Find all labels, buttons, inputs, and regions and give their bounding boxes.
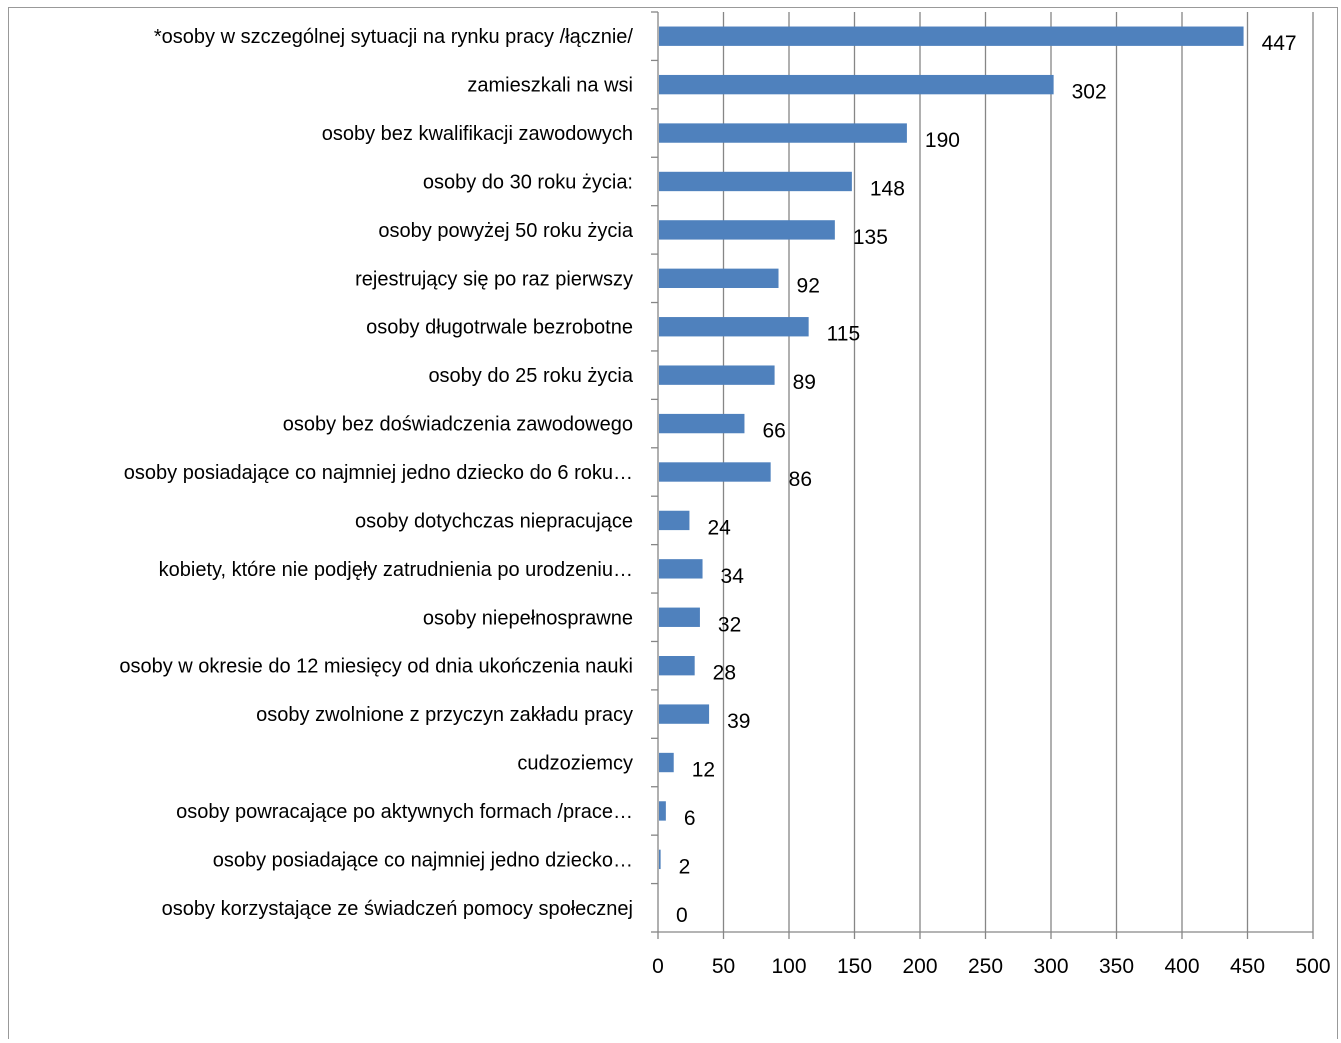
data-label: 32 — [718, 613, 741, 636]
data-label: 2 — [679, 855, 691, 878]
x-tick-label: 450 — [1230, 955, 1265, 978]
x-tick-label: 300 — [1033, 955, 1068, 978]
data-label: 66 — [762, 420, 785, 443]
bar — [659, 704, 710, 724]
bar — [659, 656, 695, 676]
bar — [659, 220, 835, 240]
data-label: 39 — [727, 710, 750, 733]
data-label: 24 — [707, 516, 731, 539]
category-label: zamieszkali na wsi — [467, 75, 633, 97]
data-label: 34 — [721, 565, 745, 588]
x-tick-label: 250 — [968, 955, 1003, 978]
x-tick-label: 200 — [902, 955, 937, 978]
category-label: osoby bez doświadczenia zawodowego — [283, 414, 633, 436]
bar — [659, 801, 666, 821]
chart-frame — [8, 7, 1338, 1039]
category-label: osoby niepełnosprawne — [423, 607, 633, 629]
category-label: kobiety, które nie podjęły zatrudnienia … — [159, 559, 633, 581]
x-tick-label: 400 — [1164, 955, 1199, 978]
bar — [659, 171, 852, 192]
category-label: *osoby w szczególnej sytuacji na rynku p… — [154, 26, 634, 48]
category-label: osoby do 25 roku życia — [428, 365, 633, 387]
data-label: 447 — [1262, 32, 1297, 55]
category-label: osoby posiadające co najmniej jedno dzie… — [124, 462, 633, 484]
data-label: 0 — [676, 904, 688, 927]
data-label: 89 — [793, 371, 816, 394]
data-label: 28 — [713, 662, 736, 685]
data-label: 148 — [870, 177, 905, 200]
bar — [659, 268, 779, 288]
category-label: rejestrujący się po raz pierwszy — [355, 268, 633, 290]
data-label: 6 — [684, 807, 696, 830]
bar — [659, 607, 700, 627]
bar — [659, 510, 690, 531]
x-tick-label: 150 — [837, 955, 872, 978]
category-label: osoby bez kwalifikacji zawodowych — [322, 123, 633, 145]
x-tick-label: 0 — [652, 955, 664, 978]
category-label: osoby długotrwale bezrobotne — [366, 317, 633, 339]
bar — [659, 26, 1244, 46]
category-label: osoby zwolnione z przyczyn zakładu pracy — [256, 704, 633, 726]
category-label: osoby korzystające ze świadczeń pomocy s… — [162, 898, 633, 920]
category-label: osoby w okresie do 12 miesięcy od dnia u… — [119, 656, 633, 678]
bar — [659, 462, 771, 482]
data-label: 302 — [1072, 81, 1107, 104]
category-label: cudzoziemcy — [517, 753, 633, 775]
category-label: osoby do 30 roku życia: — [423, 171, 633, 193]
bar — [659, 74, 1054, 95]
data-label: 115 — [827, 323, 860, 346]
x-tick-label: 50 — [712, 955, 735, 978]
bar — [659, 849, 661, 870]
data-label: 12 — [692, 759, 715, 782]
bar — [659, 752, 674, 773]
category-label: osoby posiadające co najmniej jedno dzie… — [213, 849, 633, 871]
x-tick-label: 500 — [1295, 955, 1330, 978]
x-tick-label: 100 — [771, 955, 806, 978]
data-label: 135 — [853, 226, 888, 249]
x-tick-label: 350 — [1099, 955, 1134, 978]
bar — [659, 123, 907, 143]
bar — [659, 413, 745, 434]
data-label: 92 — [797, 274, 820, 297]
data-label: 86 — [789, 468, 812, 491]
bar — [659, 559, 703, 579]
category-label: osoby powracające po aktywnych formach /… — [176, 801, 633, 823]
bar — [659, 365, 775, 385]
data-label: 190 — [925, 129, 960, 152]
category-label: osoby dotychczas niepracujące — [355, 510, 633, 532]
category-label: osoby powyżej 50 roku życia — [378, 220, 633, 242]
bar — [659, 317, 809, 337]
